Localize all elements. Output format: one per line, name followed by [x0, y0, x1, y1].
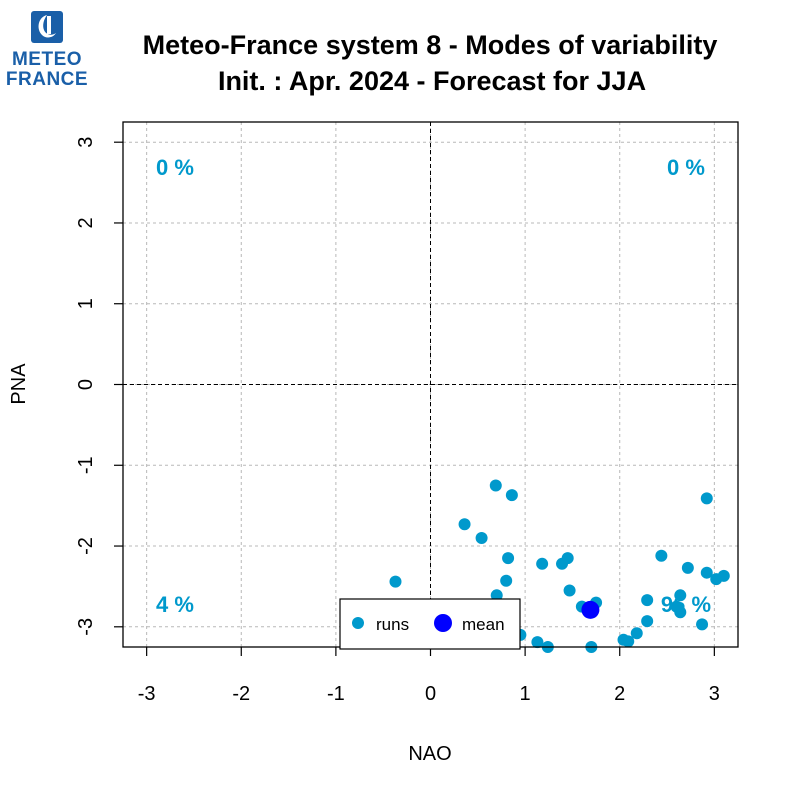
run-point — [710, 573, 723, 586]
x-tick-label: -2 — [232, 683, 250, 705]
run-point — [475, 531, 488, 544]
run-point — [536, 557, 549, 570]
quadrant-label-bottom-left: 4 % — [156, 592, 194, 617]
legend: runs mean — [339, 598, 521, 650]
quadrant-label-top-left: 0 % — [156, 155, 194, 180]
run-point — [674, 589, 687, 602]
y-tick-label: 1 — [75, 298, 97, 309]
quadrant-label-bottom-right: 96 % — [661, 592, 711, 617]
logo-line1: METEO — [12, 49, 82, 70]
run-point — [655, 549, 668, 562]
x-axis: -3 -2 -1 0 1 2 3 — [138, 647, 720, 705]
y-tick-label: 2 — [75, 217, 97, 228]
run-point — [674, 606, 687, 619]
x-tick-label: -3 — [138, 683, 156, 705]
run-point — [700, 492, 713, 505]
run-point — [531, 636, 544, 649]
logo-icon-bar — [47, 16, 51, 34]
quadrant-labels: 0 % 0 % 4 % 96 % — [156, 155, 711, 617]
run-point — [563, 584, 576, 597]
run-point — [502, 552, 515, 565]
x-tick-label: 0 — [425, 683, 436, 705]
y-tick-label: -3 — [75, 618, 97, 636]
run-point — [630, 627, 643, 640]
run-point — [561, 552, 574, 565]
quadrant-label-top-right: 0 % — [667, 155, 705, 180]
run-point — [490, 589, 503, 602]
legend-runs-marker — [352, 617, 364, 629]
run-point — [458, 518, 471, 531]
run-point — [681, 561, 694, 574]
legend-runs-label: runs — [376, 615, 409, 634]
run-point — [700, 566, 713, 579]
mean-point — [581, 600, 600, 619]
y-tick-label: 0 — [75, 379, 97, 390]
logo-line2: FRANCE — [6, 69, 88, 90]
logo-icon-swirl — [38, 15, 56, 38]
y-tick-label: -1 — [75, 456, 97, 474]
run-point — [500, 574, 513, 587]
y-tick-label: 3 — [75, 137, 97, 148]
y-axis: -3 -2 -1 0 1 2 3 — [75, 137, 123, 636]
x-tick-label: 3 — [709, 683, 720, 705]
x-axis-label: NAO — [408, 743, 451, 765]
run-point — [696, 618, 709, 631]
run-point — [489, 479, 502, 492]
run-point — [389, 575, 402, 588]
run-point — [641, 615, 654, 628]
legend-box — [339, 598, 521, 650]
y-axis-label: PNA — [8, 363, 30, 405]
y-tick-label: -2 — [75, 537, 97, 555]
meteo-france-logo: METEO FRANCE — [6, 11, 88, 90]
x-tick-label: -1 — [327, 683, 345, 705]
zero-lines — [123, 122, 738, 647]
chart-subtitle: Init. : Apr. 2024 - Forecast for JJA — [218, 66, 646, 96]
x-tick-label: 1 — [520, 683, 531, 705]
chart-title: Meteo-France system 8 - Modes of variabi… — [143, 30, 718, 60]
run-point — [641, 594, 654, 607]
x-tick-label: 2 — [614, 683, 625, 705]
legend-mean-label: mean — [462, 615, 505, 634]
legend-mean-marker — [434, 614, 452, 632]
run-point — [505, 489, 518, 502]
run-point — [622, 635, 635, 648]
data-points — [389, 479, 730, 653]
